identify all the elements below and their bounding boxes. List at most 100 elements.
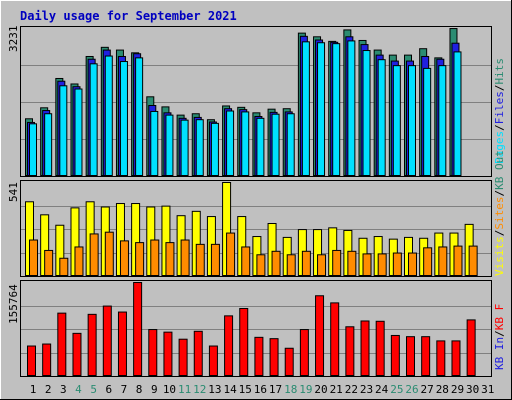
bar-pages-day-23 bbox=[362, 50, 371, 176]
bar-sites-day-30 bbox=[468, 245, 478, 276]
bar-pages-day-7 bbox=[119, 61, 128, 176]
bar-kbf-day-4 bbox=[72, 332, 82, 376]
bar-pages-day-21 bbox=[332, 43, 341, 177]
bar-kbf-day-21 bbox=[330, 302, 340, 376]
bar-kbf-day-14 bbox=[224, 315, 234, 376]
bar-kbf-day-10 bbox=[163, 331, 173, 377]
legend-kb-out: KB Out bbox=[493, 150, 506, 190]
x-tick-day-21: 21 bbox=[330, 383, 343, 396]
bar-kbf-day-7 bbox=[117, 311, 127, 376]
bar-kbf-day-2 bbox=[42, 343, 52, 376]
legend-files: Files bbox=[493, 91, 506, 124]
panel-visits-max-label: 541 bbox=[7, 182, 20, 202]
bar-kbf-day-9 bbox=[148, 329, 158, 377]
bar-pages-day-9 bbox=[150, 110, 159, 176]
bar-pages-day-25 bbox=[392, 65, 401, 176]
bar-sites-day-5 bbox=[89, 233, 99, 276]
x-tick-day-22: 22 bbox=[345, 383, 358, 396]
legend-kb-in: KB In bbox=[493, 337, 506, 370]
bar-pages-day-16 bbox=[256, 117, 265, 176]
bar-sites-day-2 bbox=[44, 249, 54, 276]
bar-pages-day-8 bbox=[135, 57, 144, 176]
chart-title: Daily usage for September 2021 bbox=[20, 9, 237, 23]
bar-pages-day-27 bbox=[423, 67, 432, 176]
bar-sites-day-8 bbox=[135, 242, 145, 276]
legend-visits: Visits/Sites/KB Out bbox=[493, 150, 506, 276]
bar-kbf-day-26 bbox=[406, 336, 415, 376]
x-tick-day-3: 3 bbox=[60, 383, 67, 396]
bar-pages-day-18 bbox=[286, 113, 295, 177]
legend-sep-2: / bbox=[493, 85, 506, 92]
bar-sites-day-21 bbox=[332, 249, 342, 276]
panel-requests-max-label: 3231 bbox=[7, 26, 20, 53]
x-tick-day-31: 31 bbox=[481, 383, 494, 396]
x-tick-day-11: 11 bbox=[178, 383, 191, 396]
bar-kbf-day-13 bbox=[208, 345, 218, 377]
bar-kbf-day-23 bbox=[360, 320, 370, 376]
x-tick-day-20: 20 bbox=[314, 383, 327, 396]
x-tick-day-28: 28 bbox=[436, 383, 449, 396]
x-tick-day-15: 15 bbox=[239, 383, 252, 396]
bar-sites-day-9 bbox=[150, 239, 160, 276]
legend-requests: Pages/Files/Hits bbox=[493, 58, 506, 164]
bar-pages-day-19 bbox=[301, 41, 310, 176]
x-tick-day-27: 27 bbox=[421, 383, 434, 396]
x-tick-day-23: 23 bbox=[360, 383, 373, 396]
bar-pages-day-28 bbox=[438, 65, 447, 176]
x-tick-day-16: 16 bbox=[254, 383, 267, 396]
bar-pages-day-15 bbox=[241, 111, 250, 176]
bar-pages-day-5 bbox=[89, 63, 98, 176]
bar-pages-day-24 bbox=[377, 59, 386, 176]
bar-sites-day-3 bbox=[59, 257, 69, 277]
bar-kbf-day-24 bbox=[375, 320, 385, 377]
bar-pages-day-22 bbox=[347, 40, 356, 176]
bar-sites-day-14 bbox=[226, 232, 236, 276]
bar-pages-day-13 bbox=[210, 122, 219, 176]
bar-pages-day-3 bbox=[59, 85, 68, 176]
bar-kbf-day-30 bbox=[466, 319, 476, 377]
bar-pages-day-20 bbox=[317, 42, 326, 176]
panel-traffic-max-label: 155764 bbox=[7, 284, 20, 324]
bar-sites-day-20 bbox=[317, 254, 327, 276]
bar-sites-day-24 bbox=[377, 253, 387, 277]
legend-sites: Sites bbox=[493, 197, 506, 230]
x-tick-day-8: 8 bbox=[136, 383, 143, 396]
bar-kbf-day-16 bbox=[254, 336, 264, 377]
x-tick-day-4: 4 bbox=[75, 383, 82, 396]
bar-kbf-day-27 bbox=[421, 336, 431, 376]
bar-kbf-day-1 bbox=[27, 345, 36, 377]
bar-kbf-day-25 bbox=[390, 334, 400, 376]
legend-sep-1: / bbox=[493, 124, 506, 131]
legend-visits-label: Visits bbox=[493, 236, 506, 276]
bar-sites-day-27 bbox=[423, 247, 433, 277]
x-tick-day-14: 14 bbox=[223, 383, 237, 396]
bar-sites-day-29 bbox=[453, 245, 463, 276]
bar-pages-day-4 bbox=[74, 88, 83, 176]
x-tick-day-18: 18 bbox=[284, 383, 297, 396]
x-tick-day-2: 2 bbox=[45, 383, 52, 396]
bar-pages-day-14 bbox=[226, 110, 235, 176]
x-tick-day-5: 5 bbox=[90, 383, 97, 396]
bar-pages-day-29 bbox=[453, 51, 462, 176]
bar-sites-day-16 bbox=[256, 254, 266, 276]
bar-sites-day-19 bbox=[301, 250, 311, 276]
bars-layer bbox=[25, 28, 478, 377]
bar-pages-day-11 bbox=[180, 119, 189, 176]
bar-sites-day-13 bbox=[210, 243, 220, 276]
x-tick-day-1: 1 bbox=[30, 383, 37, 396]
bar-pages-day-26 bbox=[408, 65, 416, 176]
bar-pages-day-1 bbox=[29, 123, 37, 176]
bar-kbf-day-22 bbox=[345, 326, 355, 377]
bar-pages-day-10 bbox=[165, 114, 174, 176]
bar-kbf-day-17 bbox=[269, 338, 279, 376]
bar-kbf-day-12 bbox=[193, 330, 203, 376]
bar-sites-day-17 bbox=[271, 250, 281, 276]
bar-sites-day-6 bbox=[104, 231, 114, 276]
bar-sites-day-18 bbox=[286, 254, 296, 276]
legend-traffic: KB In/KB F bbox=[493, 304, 506, 370]
bar-pages-day-17 bbox=[271, 113, 280, 176]
x-tick-day-30: 30 bbox=[466, 383, 479, 396]
bar-sites-day-25 bbox=[392, 252, 402, 277]
bar-sites-day-1 bbox=[29, 239, 38, 276]
